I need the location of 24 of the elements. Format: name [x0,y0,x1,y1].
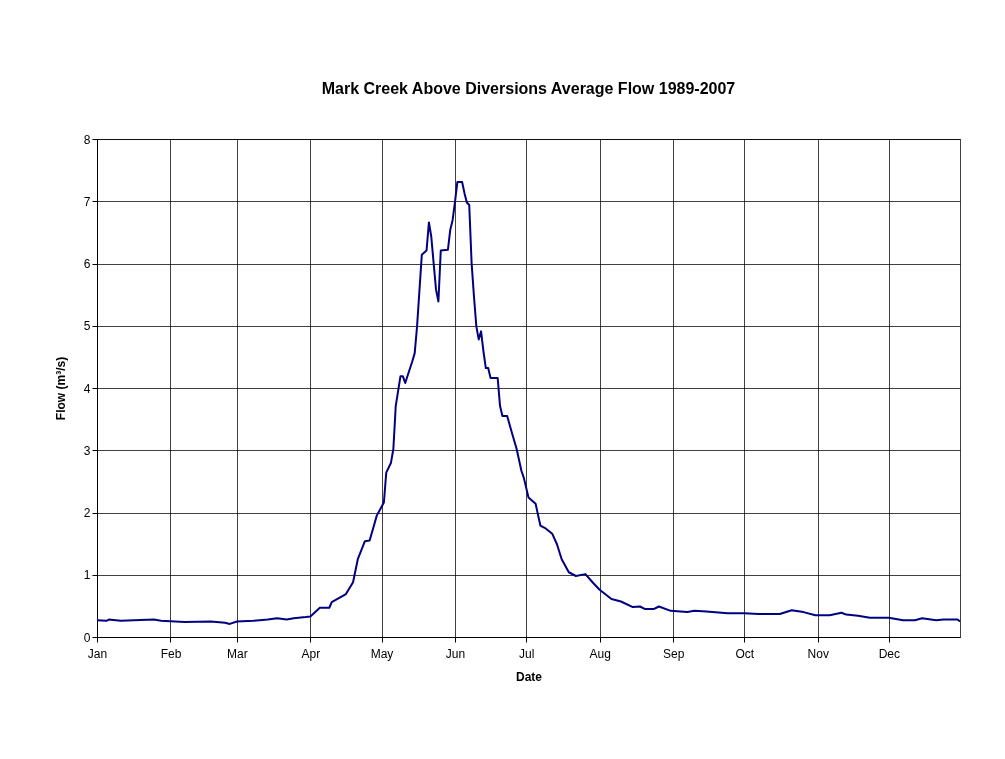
x-tick-label: Sep [662,646,685,661]
y-tick-label: 5 [83,319,91,334]
x-tick-label: Jun [445,646,466,661]
x-tick-label: Oct [735,646,755,661]
y-tick-label: 0 [83,630,91,645]
x-axis-title: Date [515,669,543,684]
y-axis-title: Flow (m³/s) [53,356,68,421]
y-tick-label: 4 [83,381,91,396]
x-tick-label: Aug [589,646,611,661]
x-tick-label: Dec [878,646,901,661]
x-tick-label: May [370,646,394,661]
x-tick-label: Apr [301,646,321,661]
y-tick-label: 2 [83,506,91,520]
y-tick-label: 7 [83,194,91,209]
x-tick-label: Jan [87,646,108,661]
y-tick-label: 1 [83,568,91,583]
x-tick-label: Mar [227,646,248,661]
chart-title: Mark Creek Above Diversions Average Flow 1989-2007 [321,80,736,97]
x-tick-label: Nov [807,646,829,661]
y-tick-label: 8 [83,132,91,147]
y-tick-label: 3 [83,443,91,458]
x-tick-label: Feb [160,646,182,661]
y-tick-label: 6 [83,257,91,271]
x-tick-label: Jul [518,646,535,661]
